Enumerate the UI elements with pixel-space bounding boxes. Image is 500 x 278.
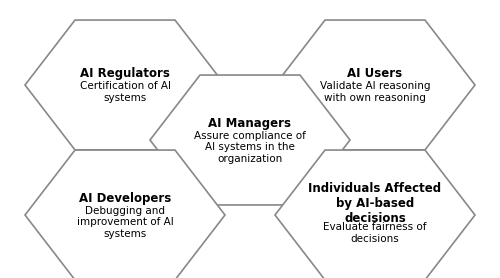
- Polygon shape: [25, 150, 225, 278]
- Polygon shape: [150, 75, 350, 205]
- Text: AI Developers: AI Developers: [79, 192, 171, 205]
- Polygon shape: [275, 20, 475, 150]
- Text: Evaluate fairness of
decisions: Evaluate fairness of decisions: [323, 222, 427, 244]
- Text: Assure compliance of
AI systems in the
organization: Assure compliance of AI systems in the o…: [194, 131, 306, 164]
- Text: AI Managers: AI Managers: [208, 117, 292, 130]
- Text: AI Regulators: AI Regulators: [80, 67, 170, 80]
- Text: Individuals Affected
by AI-based
decisions: Individuals Affected by AI-based decisio…: [308, 182, 442, 225]
- Text: Debugging and
improvement of AI
systems: Debugging and improvement of AI systems: [76, 206, 174, 239]
- Text: AI Users: AI Users: [348, 67, 403, 80]
- Polygon shape: [275, 150, 475, 278]
- Text: Certification of AI
systems: Certification of AI systems: [80, 81, 170, 103]
- Text: Validate AI reasoning
with own reasoning: Validate AI reasoning with own reasoning: [320, 81, 430, 103]
- Polygon shape: [25, 20, 225, 150]
